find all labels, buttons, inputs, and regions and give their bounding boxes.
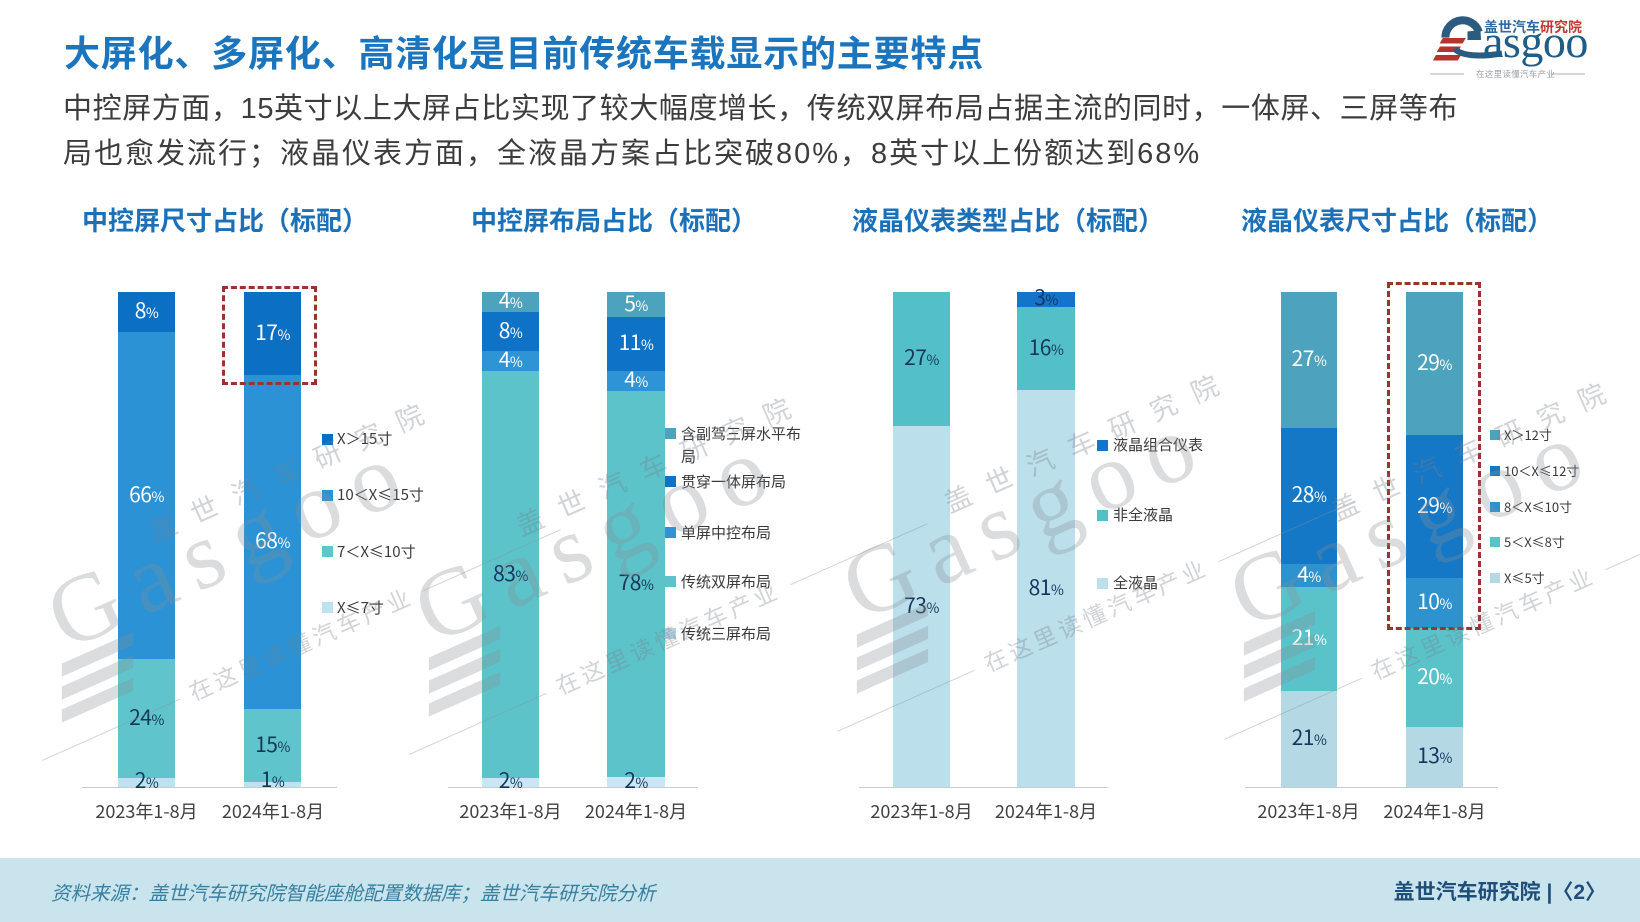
svg-text:盖世汽车: 盖世汽车 xyxy=(1484,17,1540,37)
svg-text:asgoo: asgoo xyxy=(1483,16,1588,67)
svg-text:研究院: 研究院 xyxy=(1540,17,1582,37)
svg-text:在这里读懂汽车产业: 在这里读懂汽车产业 xyxy=(1476,68,1555,80)
